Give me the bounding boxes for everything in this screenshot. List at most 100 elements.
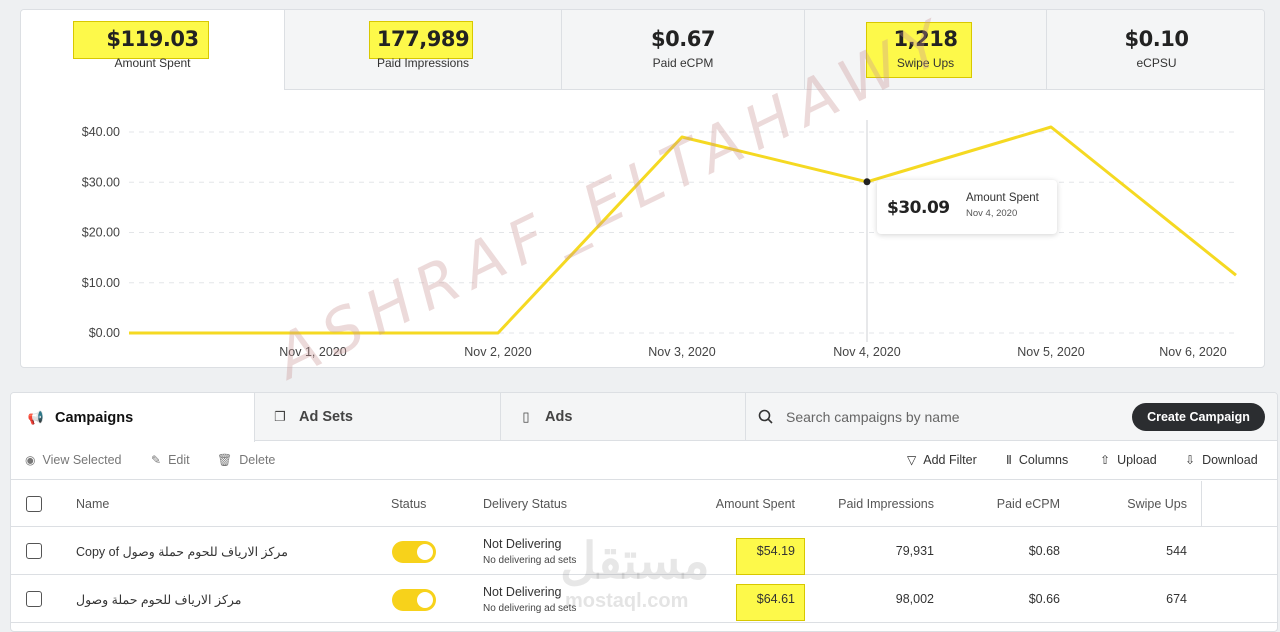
highlight-box [866, 22, 972, 78]
table-row[interactable]: Copy of مركز الارياف للحوم حملة وصول Not… [11, 528, 1277, 575]
tab-ads[interactable]: ▯ Ads [501, 393, 746, 441]
series-line [129, 125, 1237, 335]
eye-icon: ◉ [25, 453, 36, 467]
x-tick-label: Nov 3, 2020 [648, 345, 715, 359]
tab-campaigns[interactable]: 📢 Campaigns [11, 393, 255, 442]
columns-icon: Ⅱ [1006, 453, 1012, 467]
tab-label: Ads [545, 409, 573, 425]
column-header-delivery-status[interactable]: Delivery Status [483, 497, 568, 511]
row-checkbox[interactable] [26, 591, 42, 607]
metrics-card: $119.03 Amount Spent 177,989 Paid Impres… [20, 9, 1265, 368]
highlight-box [736, 538, 805, 575]
metric-value: 1,218 [893, 27, 958, 51]
campaigns-panel: 📢 Campaigns ❐ Ad Sets ▯ Ads Create Campa… [10, 392, 1278, 632]
paid-ecpm-value: $0.66 [1028, 592, 1060, 606]
y-tick-label: $0.00 [89, 326, 120, 340]
tooltip-date: Nov 4, 2020 [966, 208, 1018, 219]
swipe-ups-value: 544 [1166, 544, 1187, 558]
metric-tab-ecpsu[interactable]: $0.10 eCPSU [1046, 10, 1264, 90]
x-tick-label: Nov 1, 2020 [279, 345, 346, 359]
x-tick-label: Nov 6, 2020 [1159, 345, 1226, 359]
column-header-name[interactable]: Name [76, 497, 110, 511]
highlight-box [736, 584, 805, 621]
view-selected-button[interactable]: ◉ View Selected [25, 453, 121, 467]
search-input[interactable] [786, 405, 1116, 429]
download-button[interactable]: ⇩ Download [1185, 453, 1258, 467]
delivery-sub-status: No delivering ad sets [483, 555, 577, 566]
line-chart: $0.00 $10.00 $20.00 $30.00 $40.00 Nov 1, 2020… [82, 120, 1237, 359]
table-header: Name Status Delivery Status Amount Spent… [11, 481, 1277, 527]
highlight-box [369, 21, 473, 59]
tool-label: Add Filter [923, 453, 977, 467]
swipe-ups-value: 674 [1166, 592, 1187, 606]
column-header-swipe-ups[interactable]: Swipe Ups [1127, 497, 1187, 511]
trash-icon: 🗑 [217, 453, 233, 467]
delivery-status: Not Delivering [483, 537, 562, 551]
metric-tab-swipe-ups[interactable]: 1,218 Swipe Ups [804, 10, 1046, 90]
metric-label: Paid eCPM [652, 56, 714, 70]
tool-label: Edit [168, 453, 190, 467]
toggle-knob [417, 592, 433, 608]
tab-label: Ad Sets [299, 409, 353, 425]
upload-button[interactable]: ⇧ Upload [1100, 453, 1157, 467]
hover-point [863, 178, 871, 186]
metric-tabs: $119.03 Amount Spent 177,989 Paid Impres… [21, 10, 1264, 90]
campaign-name[interactable]: Copy of مركز الارياف للحوم حملة وصول [76, 545, 288, 559]
create-campaign-button[interactable]: Create Campaign [1132, 403, 1265, 431]
metric-label: Swipe Ups [896, 56, 955, 70]
tool-label: Upload [1117, 453, 1157, 467]
metric-value: $0.10 [1124, 27, 1189, 51]
y-tick-label: $30.00 [82, 175, 120, 189]
copy-icon: ❐ [274, 409, 286, 424]
chart-tooltip: $30.09 Amount Spent Nov 4, 2020 [877, 180, 1057, 234]
paid-impressions-value: 79,931 [895, 544, 934, 558]
y-tick-label: $10.00 [82, 276, 120, 290]
columns-button[interactable]: Ⅱ Columns [1006, 453, 1068, 467]
download-icon: ⇩ [1185, 453, 1196, 467]
x-tick-label: Nov 2, 2020 [464, 345, 531, 359]
metric-tab-paid-impressions[interactable]: 177,989 Paid Impressions [284, 10, 561, 90]
edit-button[interactable]: ✎ Edit [151, 453, 190, 467]
metric-label: Paid Impressions [376, 56, 470, 70]
search-area: Create Campaign [746, 393, 1277, 440]
tool-label: Download [1202, 453, 1258, 467]
table-row[interactable]: مركز الارياف للحوم حملة وصول Not Deliver… [11, 576, 1277, 623]
paid-ecpm-value: $0.68 [1028, 544, 1060, 558]
column-header-status[interactable]: Status [391, 497, 427, 511]
upload-icon: ⇧ [1100, 453, 1111, 467]
select-all-checkbox[interactable] [26, 496, 42, 512]
x-tick-label: Nov 5, 2020 [1017, 345, 1084, 359]
pencil-icon: ✎ [151, 453, 162, 467]
tool-label: Columns [1018, 453, 1069, 467]
x-tick-label: Nov 4, 2020 [833, 345, 900, 359]
metric-tab-amount-spent[interactable]: $119.03 Amount Spent [21, 10, 284, 90]
status-toggle[interactable] [392, 541, 436, 563]
filter-icon: ▽ [907, 453, 917, 467]
highlight-box [73, 21, 209, 59]
delivery-status: Not Delivering [483, 585, 562, 599]
row-checkbox[interactable] [26, 543, 42, 559]
tab-label: Campaigns [55, 409, 134, 426]
delete-button[interactable]: 🗑 Delete [217, 453, 275, 467]
column-header-paid-ecpm[interactable]: Paid eCPM [996, 497, 1060, 511]
y-tick-label: $40.00 [82, 125, 120, 139]
entity-tab-bar: 📢 Campaigns ❐ Ad Sets ▯ Ads Create Campa… [11, 393, 1277, 442]
tooltip-label: Amount Spent [966, 192, 1039, 204]
metric-label: eCPSU [1136, 56, 1177, 70]
metric-value: $0.67 [651, 27, 715, 51]
metric-tab-paid-ecpm[interactable]: $0.67 Paid eCPM [561, 10, 804, 90]
metric-label: Amount Spent [114, 56, 191, 70]
table-toolbar: ◉ View Selected ✎ Edit 🗑 Delete ▽ Add Fi… [11, 442, 1277, 480]
tool-label: View Selected [42, 453, 122, 467]
tool-label: Delete [239, 453, 276, 467]
tab-ad-sets[interactable]: ❐ Ad Sets [255, 393, 501, 441]
y-tick-label: $20.00 [82, 226, 120, 240]
column-header-amount-spent[interactable]: Amount Spent [715, 497, 795, 511]
tooltip-value: $30.09 [887, 198, 950, 218]
campaign-name[interactable]: مركز الارياف للحوم حملة وصول [76, 593, 242, 607]
add-filter-button[interactable]: ▽ Add Filter [907, 453, 977, 467]
column-header-paid-impressions[interactable]: Paid Impressions [838, 497, 934, 511]
status-toggle[interactable] [392, 589, 436, 611]
delivery-sub-status: No delivering ad sets [483, 603, 577, 614]
amount-spent-value: $54.19 [756, 544, 795, 558]
